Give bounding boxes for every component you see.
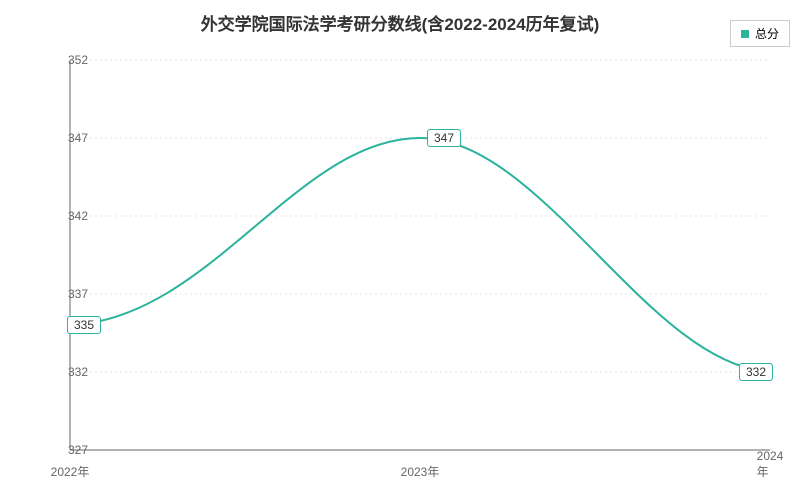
plot-area: 327332337342347352 2022年2023年2024年 33534…: [50, 50, 790, 460]
legend-label: 总分: [755, 25, 779, 42]
y-tick-label: 327: [48, 443, 88, 457]
y-tick-label: 352: [48, 53, 88, 67]
y-tick-label: 332: [48, 365, 88, 379]
x-tick-label: 2022年: [51, 463, 90, 480]
y-tick-label: 337: [48, 287, 88, 301]
y-tick-label: 342: [48, 209, 88, 223]
x-tick-label: 2023年: [401, 463, 440, 480]
data-point-label: 347: [427, 129, 461, 147]
x-tick-label: 2024年: [757, 449, 784, 480]
legend-swatch: [741, 30, 749, 38]
gridlines: [70, 60, 770, 450]
chart-container: 外交学院国际法学考研分数线(含2022-2024历年复试) 总分 327 332 3…: [0, 0, 800, 500]
data-point-label: 335: [67, 316, 101, 334]
series-line: [70, 138, 770, 372]
plot-svg: [50, 50, 790, 460]
data-point-label: 332: [739, 363, 773, 381]
y-tick-label: 347: [48, 131, 88, 145]
chart-title: 外交学院国际法学考研分数线(含2022-2024历年复试): [0, 10, 800, 35]
axis-lines: [70, 60, 770, 450]
legend: 总分: [730, 20, 790, 47]
